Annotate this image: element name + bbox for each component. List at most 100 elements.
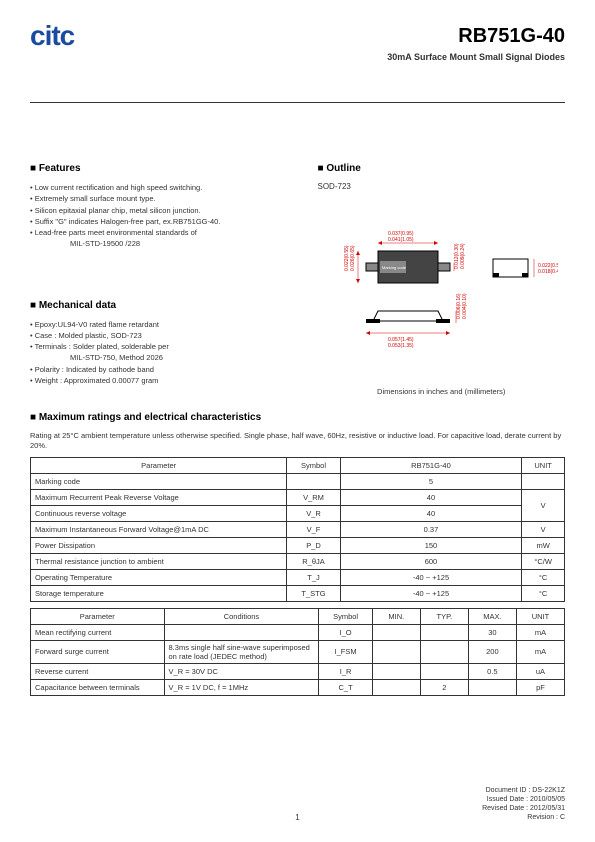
t2-cell: Forward surge current — [31, 640, 165, 663]
t1-cell: T_STG — [287, 585, 340, 601]
t2-cell — [372, 640, 420, 663]
t1-cell: V — [522, 521, 565, 537]
t1-cell: Maximum Recurrent Peak Reverse Voltage — [31, 489, 287, 505]
footer: Document ID : DS-22K1Z Issued Date : 201… — [482, 786, 565, 822]
t2-cell — [468, 679, 516, 695]
mech-item: MIL-STD-750, Method 2026 — [30, 352, 278, 363]
t2-cell: V_R = 1V DC, f = 1MHz — [164, 679, 319, 695]
outline-title: Outline — [318, 163, 566, 174]
t2-cell: I_R — [319, 663, 372, 679]
page-number: 1 — [295, 813, 299, 822]
part-number: RB751G-40 — [387, 25, 565, 48]
t1-cell — [522, 473, 565, 489]
t1-cell: Operating Temperature — [31, 569, 287, 585]
mech-item: Polarity : Indicated by cathode band — [30, 364, 278, 375]
t2-cell: 30 — [468, 624, 516, 640]
t1-cell: 600 — [340, 553, 522, 569]
features-title: Features — [30, 163, 278, 174]
t1-cell: 0.37 — [340, 521, 522, 537]
t1-cell: °C — [522, 569, 565, 585]
t2-cell: Mean rectifying current — [31, 624, 165, 640]
header-divider — [30, 102, 565, 103]
feature-item: Low current rectification and high speed… — [30, 182, 278, 193]
t2-header: MAX. — [468, 608, 516, 624]
mechanical-title: Mechanical data — [30, 300, 278, 311]
svg-text:0.022(0.55): 0.022(0.55) — [344, 245, 350, 271]
svg-text:0.037(0.95): 0.037(0.95) — [388, 231, 414, 237]
ratings-title: Maximum ratings and electrical character… — [30, 412, 565, 423]
t1-header: Parameter — [31, 457, 287, 473]
mech-item: Terminals : Solder plated, solderable pe… — [30, 341, 278, 352]
t2-header: MIN. — [372, 608, 420, 624]
svg-text:0.018(0.45): 0.018(0.45) — [538, 269, 558, 275]
t2-cell — [164, 624, 319, 640]
doc-id: Document ID : DS-22K1Z — [482, 786, 565, 795]
t2-cell: V_R = 30V DC — [164, 663, 319, 679]
t1-cell: V_R — [287, 505, 340, 521]
t2-cell — [372, 624, 420, 640]
t2-cell: 200 — [468, 640, 516, 663]
t2-cell: 2 — [420, 679, 468, 695]
ratings-note: Rating at 25°C ambient temperature unles… — [30, 431, 565, 451]
dim-caption: Dimensions in inches and (millimeters) — [318, 387, 566, 396]
svg-text:0.041(1.05): 0.041(1.05) — [388, 237, 414, 243]
t1-cell: P_D — [287, 537, 340, 553]
t2-cell — [372, 679, 420, 695]
t1-cell — [287, 473, 340, 489]
t1-cell: Continuous reverse voltage — [31, 505, 287, 521]
mech-item: Case : Molded plastic, SOD-723 — [30, 330, 278, 341]
ratings-table-1: Parameter Symbol RB751G-40 UNIT Marking … — [30, 457, 565, 602]
subtitle: 30mA Surface Mount Small Signal Diodes — [387, 52, 565, 62]
t1-header: Symbol — [287, 457, 340, 473]
ratings-table-2: Parameter Conditions Symbol MIN. TYP. MA… — [30, 608, 565, 696]
t1-cell: R_θJA — [287, 553, 340, 569]
package-diagram: Marking code 0.026(0.65) 0.022(0.55) 0.0… — [318, 201, 558, 381]
t1-cell: -40 ~ +125 — [340, 569, 522, 585]
t2-header: Symbol — [319, 608, 372, 624]
feature-item: Lead-free parts meet environmental stand… — [30, 227, 278, 238]
t2-header: UNIT — [516, 608, 564, 624]
svg-text:0.009(0.24): 0.009(0.24) — [460, 243, 466, 269]
issued-date: Issued Date : 2010/05/05 — [482, 795, 565, 804]
header-right: RB751G-40 30mA Surface Mount Small Signa… — [387, 25, 565, 62]
t2-cell: Reverse current — [31, 663, 165, 679]
t1-cell: 40 — [340, 489, 522, 505]
t2-header: Parameter — [31, 608, 165, 624]
t2-header: TYP. — [420, 608, 468, 624]
mech-item: Epoxy:UL94-V0 rated flame retardant — [30, 319, 278, 330]
feature-item: Silicon epitaxial planar chip, metal sil… — [30, 205, 278, 216]
feature-item: MIL-STD-19500 /228 — [30, 238, 278, 249]
t1-cell: Maximum Instantaneous Forward Voltage@1m… — [31, 521, 287, 537]
t2-header: Conditions — [164, 608, 319, 624]
t2-cell — [372, 663, 420, 679]
revision: Revision : C — [482, 813, 565, 822]
t1-cell: V_F — [287, 521, 340, 537]
revised-date: Revised Date : 2012/05/31 — [482, 804, 565, 813]
t2-cell: 0.5 — [468, 663, 516, 679]
t1-cell: T_J — [287, 569, 340, 585]
t1-header: RB751G-40 — [340, 457, 522, 473]
t2-cell: C_T — [319, 679, 372, 695]
svg-text:0.026(0.65): 0.026(0.65) — [350, 245, 356, 271]
t1-cell: °C — [522, 585, 565, 601]
t2-cell: mA — [516, 624, 564, 640]
t1-cell: Thermal resistance junction to ambient — [31, 553, 287, 569]
t1-cell: Storage temperature — [31, 585, 287, 601]
package-label: SOD-723 — [318, 182, 566, 191]
t1-cell: Marking code — [31, 473, 287, 489]
svg-text:0.004(0.10): 0.004(0.10) — [462, 293, 468, 319]
t1-cell: Power Dissipation — [31, 537, 287, 553]
t2-cell — [420, 640, 468, 663]
mech-item: Weight : Approximated 0.00077 gram — [30, 375, 278, 386]
feature-item: Suffix "G" indicates Halogen-free part, … — [30, 216, 278, 227]
t1-cell: mW — [522, 537, 565, 553]
t2-cell: Capacitance between terminals — [31, 679, 165, 695]
marking-label: Marking code — [382, 265, 407, 270]
t2-cell: pF — [516, 679, 564, 695]
t2-cell: I_O — [319, 624, 372, 640]
mechanical-list: Epoxy:UL94-V0 rated flame retardant Case… — [30, 319, 278, 387]
t1-header: UNIT — [522, 457, 565, 473]
t1-cell: 5 — [340, 473, 522, 489]
main-content: Features Low current rectification and h… — [30, 163, 565, 696]
t2-cell: I_FSM — [319, 640, 372, 663]
